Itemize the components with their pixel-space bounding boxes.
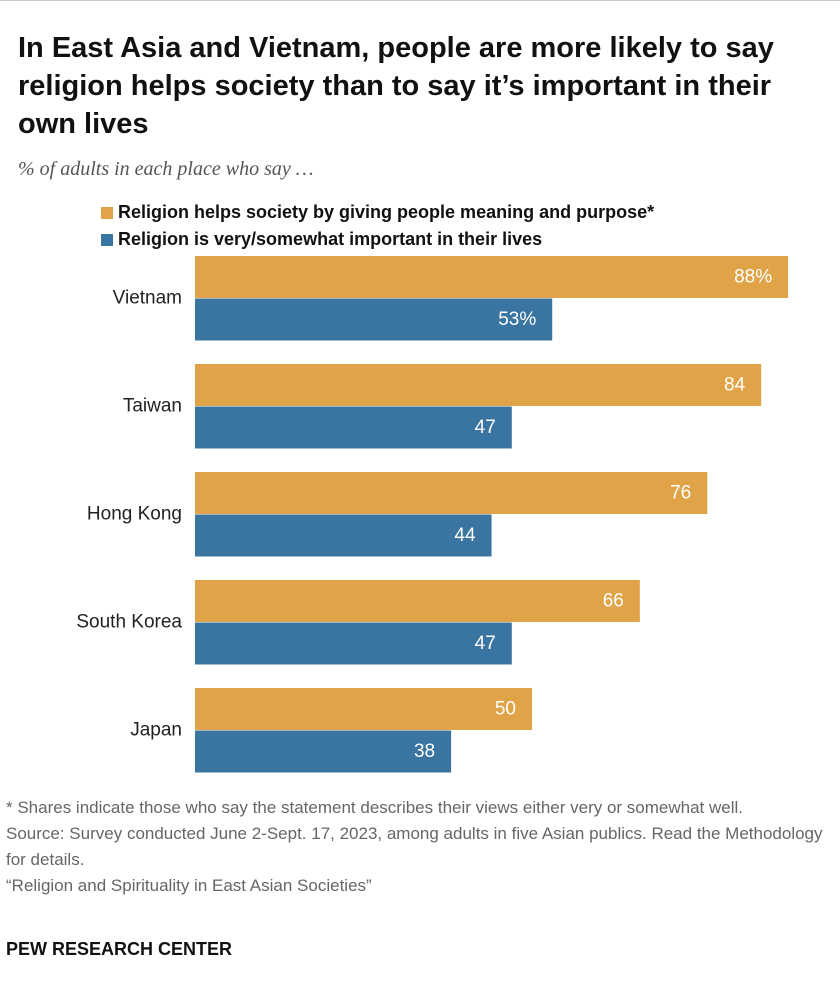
bar	[195, 688, 532, 730]
legend-label: Religion helps society by giving people …	[118, 202, 654, 222]
footnote: * Shares indicate those who say the stat…	[6, 798, 744, 817]
category-label: Hong Kong	[87, 504, 182, 525]
bar	[195, 406, 512, 449]
divider	[0, 0, 840, 1]
bar	[195, 364, 762, 406]
value-label: 38	[414, 741, 435, 762]
chart-subtitle: % of adults in each place who say …	[18, 158, 314, 180]
legend-label: Religion is very/somewhat important in t…	[118, 229, 542, 249]
source: Source: Survey conducted June 2-Sept. 17…	[6, 824, 823, 869]
category-label: Taiwan	[123, 396, 182, 417]
category-label: Vietnam	[113, 288, 182, 309]
value-label: 47	[475, 417, 496, 438]
value-label: 50	[495, 698, 516, 719]
bar	[195, 472, 708, 514]
bar	[195, 622, 512, 665]
bar	[195, 298, 553, 341]
chart-title: In East Asia and Vietnam, people are mor…	[18, 32, 774, 140]
category-label: South Korea	[76, 612, 182, 633]
category-label: Japan	[130, 720, 182, 741]
notes: * Shares indicate those who say the stat…	[6, 795, 826, 899]
legend-swatch	[101, 207, 113, 219]
legend-swatch	[101, 234, 113, 246]
bar	[195, 730, 452, 773]
bar	[195, 256, 789, 298]
value-label: 47	[475, 633, 496, 654]
bar	[195, 514, 492, 557]
value-label: 66	[603, 590, 624, 611]
value-label: 88%	[734, 266, 772, 287]
value-label: 44	[454, 525, 476, 546]
report: “Religion and Spirituality in East Asian…	[6, 876, 372, 895]
credit: PEW RESEARCH CENTER	[6, 939, 233, 959]
value-label: 76	[670, 482, 691, 503]
value-label: 84	[724, 374, 746, 395]
bar	[195, 580, 640, 622]
value-label: 53%	[498, 309, 536, 330]
